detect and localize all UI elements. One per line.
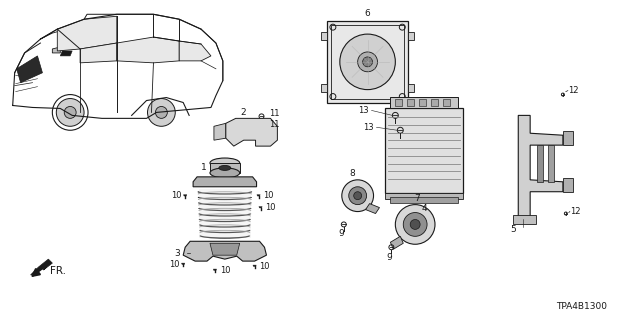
Circle shape <box>396 204 435 244</box>
Text: 2: 2 <box>241 108 246 117</box>
Polygon shape <box>184 195 187 196</box>
Bar <box>563 178 573 192</box>
Bar <box>431 99 438 107</box>
Text: 5: 5 <box>511 225 516 234</box>
Text: 10: 10 <box>260 261 270 271</box>
Polygon shape <box>183 241 266 261</box>
Ellipse shape <box>219 165 231 171</box>
Text: 6: 6 <box>365 9 371 18</box>
Polygon shape <box>214 123 226 140</box>
Polygon shape <box>193 177 257 187</box>
Bar <box>331 25 404 99</box>
Bar <box>408 32 414 40</box>
Polygon shape <box>513 214 536 224</box>
Text: 13: 13 <box>363 123 374 132</box>
Polygon shape <box>60 51 72 56</box>
Polygon shape <box>236 126 251 138</box>
Ellipse shape <box>210 168 240 178</box>
Circle shape <box>64 107 76 118</box>
Circle shape <box>342 180 374 212</box>
Bar <box>396 99 403 107</box>
Text: 3: 3 <box>175 249 180 258</box>
Circle shape <box>358 52 378 72</box>
Circle shape <box>403 212 427 236</box>
Polygon shape <box>390 197 458 203</box>
Polygon shape <box>17 56 42 83</box>
Polygon shape <box>259 207 262 208</box>
Text: 7: 7 <box>414 194 420 203</box>
Polygon shape <box>210 163 240 173</box>
Text: 8: 8 <box>350 169 356 178</box>
Bar <box>321 84 327 92</box>
Text: 10: 10 <box>266 203 276 212</box>
Text: 10: 10 <box>169 260 179 268</box>
Bar <box>321 32 327 40</box>
Bar <box>407 99 414 107</box>
Circle shape <box>56 99 84 126</box>
Text: 10: 10 <box>220 266 230 275</box>
Circle shape <box>354 192 362 200</box>
Circle shape <box>363 57 372 67</box>
Text: 1: 1 <box>201 164 207 172</box>
Text: TPA4B1300: TPA4B1300 <box>556 302 607 311</box>
Polygon shape <box>179 41 211 61</box>
Polygon shape <box>116 37 179 63</box>
Bar <box>385 108 463 193</box>
Bar <box>419 99 426 107</box>
Text: 12: 12 <box>568 86 579 95</box>
Polygon shape <box>226 118 277 146</box>
Circle shape <box>410 220 420 229</box>
Circle shape <box>349 187 367 204</box>
Circle shape <box>340 34 396 90</box>
Bar <box>327 21 408 102</box>
Text: FR.: FR. <box>51 266 67 276</box>
Polygon shape <box>253 265 256 267</box>
Bar <box>563 131 573 145</box>
Polygon shape <box>213 269 216 270</box>
Circle shape <box>156 107 167 118</box>
Polygon shape <box>385 193 463 199</box>
Circle shape <box>147 99 175 126</box>
Bar <box>390 97 458 108</box>
Text: 11: 11 <box>269 109 280 118</box>
Polygon shape <box>390 236 403 249</box>
Text: 10: 10 <box>171 191 181 200</box>
Text: 10: 10 <box>264 191 274 200</box>
Ellipse shape <box>210 158 240 168</box>
Text: 11: 11 <box>269 120 280 129</box>
Polygon shape <box>537 145 543 182</box>
Polygon shape <box>31 259 52 275</box>
Text: 12: 12 <box>570 207 580 216</box>
Text: 9: 9 <box>338 229 344 238</box>
Text: 9: 9 <box>387 253 392 262</box>
Bar <box>443 99 450 107</box>
Polygon shape <box>257 195 260 196</box>
Polygon shape <box>518 116 563 220</box>
Polygon shape <box>199 189 251 238</box>
Polygon shape <box>210 243 240 255</box>
Polygon shape <box>52 47 60 53</box>
Bar <box>408 84 414 92</box>
Text: 13: 13 <box>358 106 369 115</box>
Polygon shape <box>365 204 380 213</box>
Polygon shape <box>182 263 185 264</box>
Polygon shape <box>548 145 554 182</box>
Polygon shape <box>58 16 116 51</box>
Text: 4: 4 <box>421 204 427 213</box>
Polygon shape <box>80 43 116 63</box>
